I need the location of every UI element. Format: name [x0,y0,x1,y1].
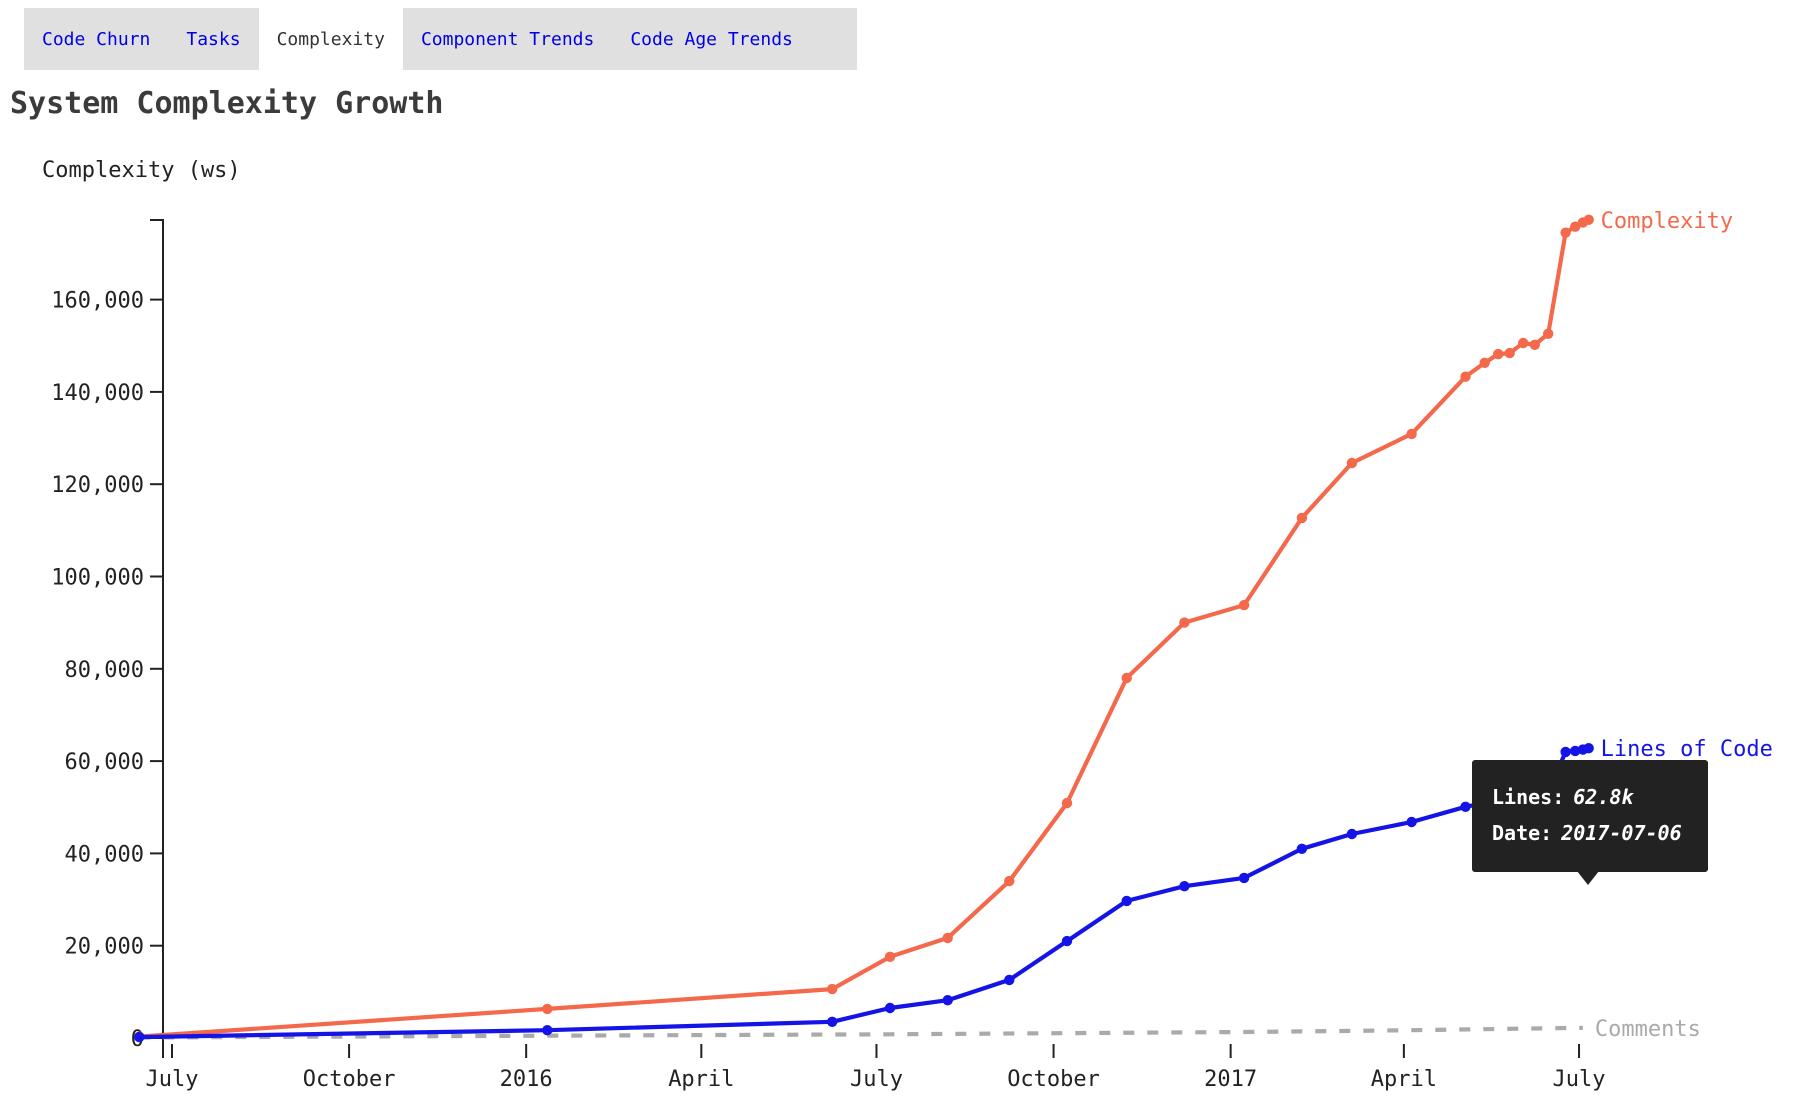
y-tick-label: 40,000 [65,842,144,867]
y-axis-line [150,219,164,1058]
tab-group-left: Code Churn Tasks [24,8,259,70]
point-complexity-2017-02-07[interactable] [1296,512,1308,524]
point-lines-of-code-2017-01-08[interactable] [1238,872,1250,884]
tab-group-right: Component Trends Code Age Trends [402,8,857,70]
x-tick-label: July [1553,1067,1606,1092]
tooltip-lines-row: Lines: 62.8k [1492,779,1688,815]
point-lines-of-code-2016-07-08[interactable] [884,1002,896,1014]
x-tick-label: April [668,1067,734,1092]
y-tick-label: 120,000 [51,473,144,498]
point-lines-of-code-2017-06-29[interactable] [1570,745,1581,757]
point-complexity-2016-09-08[interactable] [1004,875,1015,887]
x-tick-label: October [303,1067,396,1092]
point-lines-of-code-2015-06-14[interactable] [134,1031,145,1043]
point-lines-of-code-2016-01-12[interactable] [542,1025,553,1036]
series-line-complexity [137,217,1591,1039]
page-title: System Complexity Growth [10,86,444,121]
point-complexity-2017-05-26[interactable] [1504,347,1515,359]
point-lines-of-code-2017-06-24[interactable] [1560,746,1571,758]
y-tick-label: 100,000 [51,566,144,591]
tab-code-churn[interactable]: Code Churn [42,28,151,50]
y-tick-label: 160,000 [51,289,144,314]
tab-complexity[interactable]: Complexity [258,8,403,70]
x-tick-label: July [146,1067,199,1092]
series-label-comments: Comments [1595,1017,1701,1042]
tab-component-trends[interactable]: Component Trends [420,28,595,50]
tooltip-date-label: Date: [1492,821,1553,845]
point-lines-of-code-2016-10-08[interactable] [1061,935,1073,947]
x-tick-label: October [1007,1067,1100,1092]
point-complexity-2017-06-29[interactable] [1570,221,1581,232]
tooltip-date-row: Date: 2017-07-06 [1492,815,1688,851]
chart-canvas: Complexity (ws)020,00040,00060,00080,000… [42,158,1773,1092]
point-complexity-2016-11-08[interactable] [1121,672,1132,684]
y-axis-title: Complexity (ws) [42,158,241,183]
point-complexity-2016-10-08[interactable] [1061,797,1073,809]
tab-tasks[interactable]: Tasks [186,28,241,50]
series-label-complexity: Complexity [1601,209,1733,234]
tooltip-date-value: 2017-07-06 [1561,821,1682,845]
point-lines-of-code-2016-11-08[interactable] [1121,895,1132,907]
series-line-comments [139,1025,1583,1040]
point-complexity-2017-06-24[interactable] [1560,227,1571,238]
tooltip-arrow [1577,871,1599,885]
point-lines-of-code-2017-02-07[interactable] [1296,843,1308,854]
point-complexity-2016-07-08[interactable] [884,951,896,962]
series-label-lines-of-code: Lines of Code [1601,737,1773,762]
point-complexity-2016-08-07[interactable] [942,932,953,944]
point-complexity-2017-04-05[interactable] [1406,428,1417,440]
series-line-lines-of-code [137,746,1591,1040]
y-tick-label: 80,000 [65,658,144,683]
tooltip-lines-label: Lines: [1492,785,1565,809]
point-complexity-2017-06-02[interactable] [1518,337,1529,349]
point-complexity-2017-05-20[interactable] [1493,348,1504,360]
point-complexity-2017-06-08[interactable] [1529,339,1541,350]
x-tick-label: 2016 [500,1067,553,1092]
x-tick-label: July [850,1067,903,1092]
tab-code-age-trends[interactable]: Code Age Trends [630,28,793,50]
point-lines-of-code-2017-07-06[interactable] [1583,743,1594,754]
point-lines-of-code-2017-05-03[interactable] [1460,801,1471,812]
point-complexity-2017-05-03[interactable] [1460,371,1471,382]
x-tick-label: 2017 [1204,1067,1257,1092]
point-lines-of-code-2016-06-08[interactable] [827,1016,838,1027]
y-tick-label: 140,000 [51,381,144,406]
point-lines-of-code-2017-04-05[interactable] [1406,816,1417,828]
point-complexity-2017-07-06[interactable] [1583,214,1594,225]
point-complexity-2016-06-08[interactable] [827,983,838,995]
point-complexity-2016-01-12[interactable] [542,1003,553,1015]
x-tick-label: April [1371,1067,1437,1092]
point-complexity-2016-12-08[interactable] [1179,617,1190,628]
point-lines-of-code-2016-09-08[interactable] [1004,974,1015,986]
tooltip-lines-value: 62.8k [1573,785,1634,809]
point-lines-of-code-2016-12-08[interactable] [1179,881,1190,892]
chart-area: Complexity (ws)020,00040,00060,00080,000… [0,140,1814,1112]
point-lines-of-code-2017-03-05[interactable] [1346,828,1358,840]
point-complexity-2017-05-13[interactable] [1479,357,1490,368]
tab-bar: Code Churn Tasks Complexity Component Tr… [24,8,857,70]
point-complexity-2017-01-08[interactable] [1238,599,1250,611]
chart-tooltip: Lines: 62.8k Date: 2017-07-06 [1472,760,1708,885]
y-tick-label: 60,000 [65,750,144,775]
point-lines-of-code-2016-08-07[interactable] [942,995,953,1006]
point-complexity-2017-06-15[interactable] [1543,328,1554,339]
y-tick-label: 20,000 [65,935,144,960]
point-complexity-2017-03-05[interactable] [1346,457,1358,469]
